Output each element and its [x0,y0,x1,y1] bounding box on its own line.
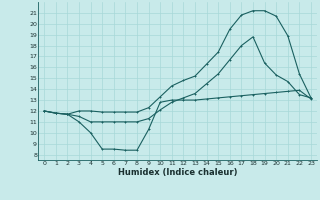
X-axis label: Humidex (Indice chaleur): Humidex (Indice chaleur) [118,168,237,177]
